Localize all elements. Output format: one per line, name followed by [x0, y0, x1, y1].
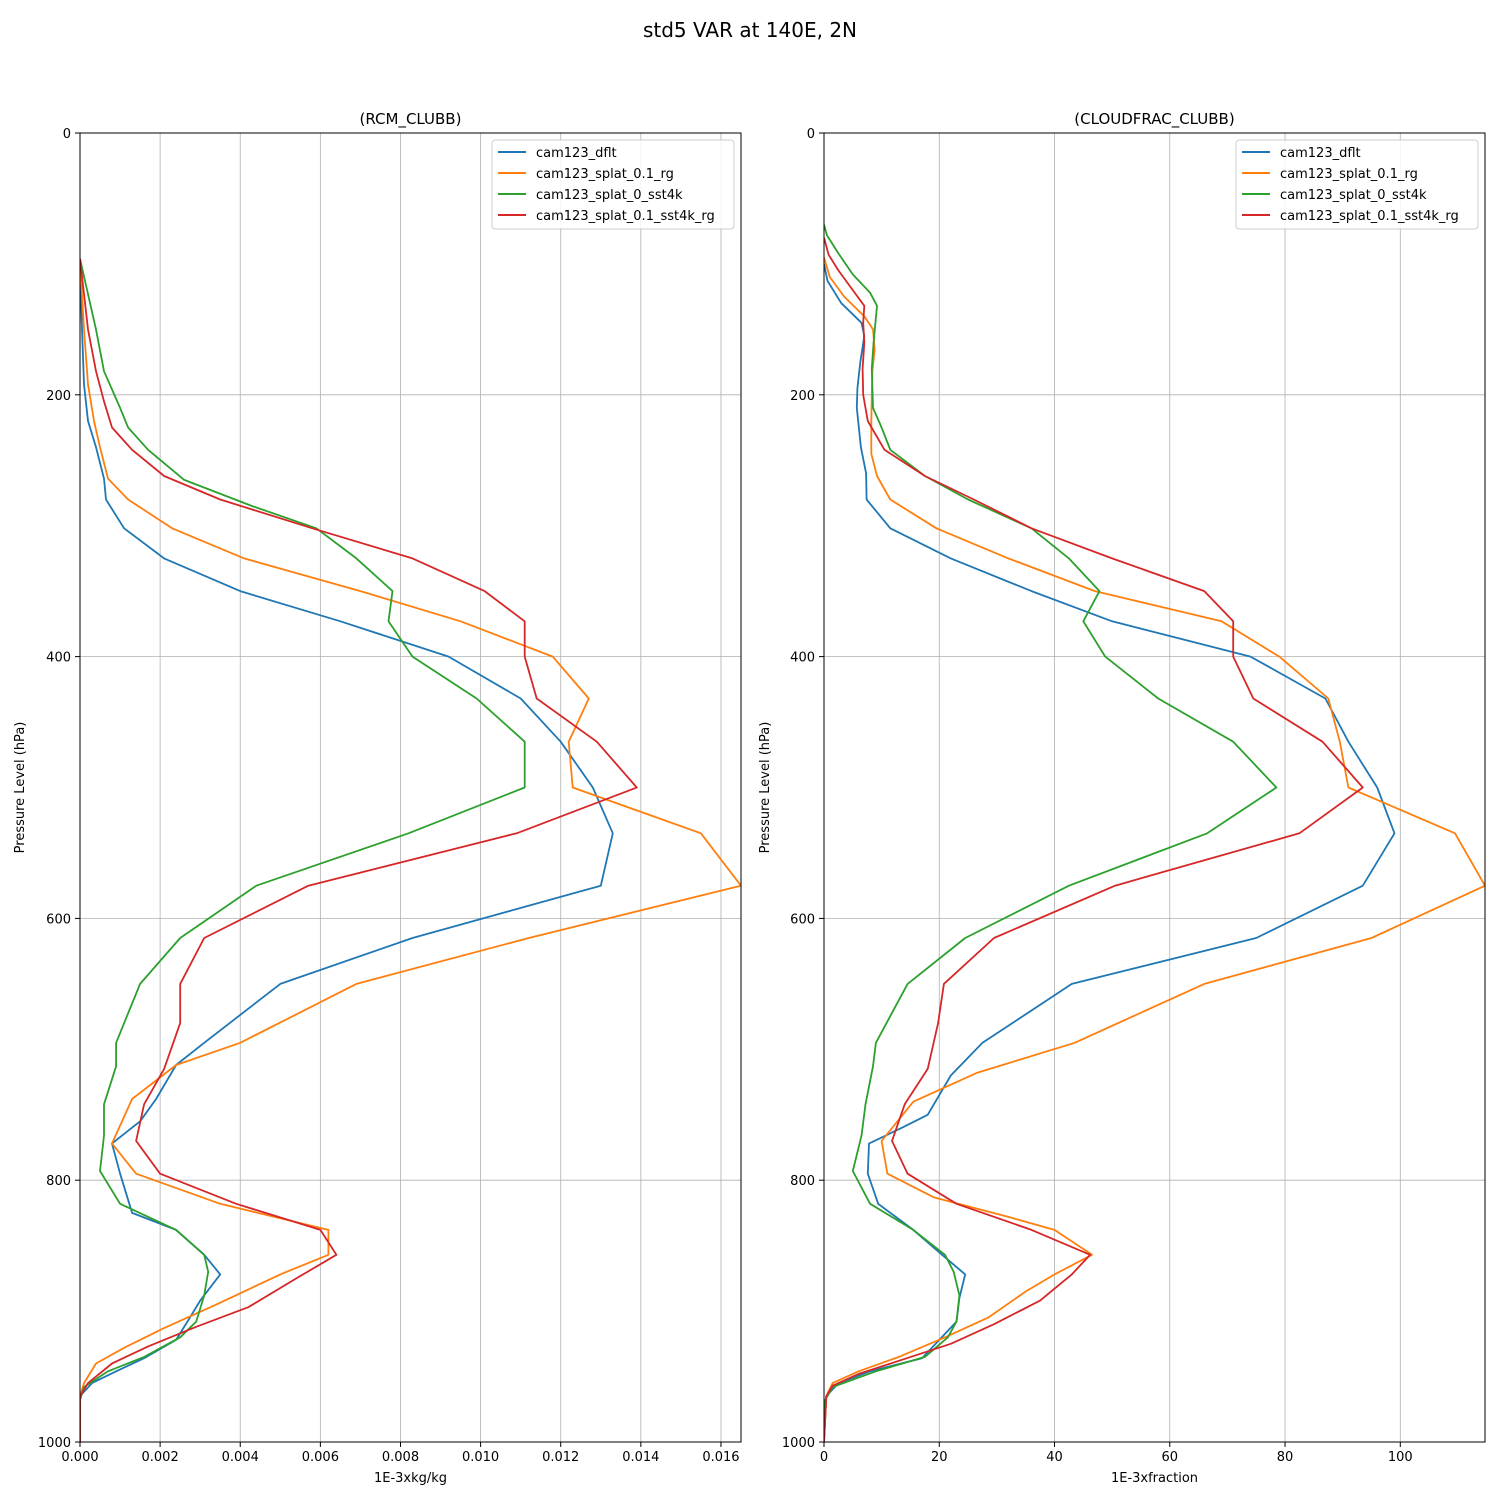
series-line-cam123_splat_0_sst4k: [80, 258, 526, 1442]
legend-label: cam123_splat_0.1_sst4k_rg: [1280, 209, 1459, 224]
x-tick-label: 0.010: [462, 1450, 499, 1465]
x-tick-label: 0.014: [622, 1450, 659, 1465]
series-line-cam123_splat_0_sst4k: [824, 224, 1278, 1442]
y-tick-label: 200: [790, 389, 815, 404]
x-axis-label: 1E-3xfraction: [1111, 1471, 1198, 1486]
x-tick-label: 60: [1161, 1450, 1178, 1465]
y-tick-label: 400: [46, 651, 71, 666]
legend-label: cam123_dflt: [536, 146, 617, 161]
x-tick-label: 0.000: [61, 1450, 98, 1465]
x-tick-label: 80: [1277, 1450, 1294, 1465]
x-tick-label: 0.006: [302, 1450, 339, 1465]
axes-frame: [79, 132, 742, 1443]
series-group: [824, 224, 1485, 1442]
chart-panel-2: 0 20 40 60 80 10002004006008001000(CLOUDFRAC_…: [758, 110, 1486, 1486]
y-tick-label: 1000: [38, 1436, 71, 1451]
chart-panel-1: 0.000 0.002 0.004 0.006 0.008 0.010 0.012 0.014…: [13, 110, 742, 1486]
legend-label: cam123_splat_0.1_rg: [536, 167, 674, 182]
x-tick-label: 0.012: [542, 1450, 579, 1465]
legend-label: cam123_dflt: [1280, 146, 1361, 161]
y-tick-label: 800: [46, 1174, 71, 1189]
legend: cam123_dflt cam123_splat_0.1_rg cam123_spl…: [491, 139, 735, 230]
y-axis-label: Pressure Level (hPa): [13, 722, 28, 854]
y-tick-label: 600: [46, 912, 71, 927]
y-tick-label: 800: [790, 1174, 815, 1189]
legend-label: cam123_splat_0.1_sst4k_rg: [536, 209, 715, 224]
x-tick-label: 100: [1388, 1450, 1413, 1465]
x-axis-label: 1E-3xkg/kg: [374, 1471, 447, 1486]
x-tick-label: 0.008: [382, 1450, 419, 1465]
axes-frame: [823, 132, 1486, 1443]
panels: 0.000 0.002 0.004 0.006 0.008 0.010 0.012 0.014…: [13, 110, 1486, 1486]
legend-label: cam123_splat_0.1_rg: [1280, 167, 1418, 182]
x-tick-label: 20: [931, 1450, 948, 1465]
series-line-cam123_splat_0.1_sst4k_rg: [824, 237, 1364, 1442]
x-tick-label: 0.004: [222, 1450, 259, 1465]
x-tick-label: 0: [820, 1450, 828, 1465]
x-tick-label: 40: [1046, 1450, 1063, 1465]
series-line-cam123_splat_0.1_sst4k_rg: [80, 258, 638, 1442]
chart-title: (CLOUDFRAC_CLUBB): [1074, 110, 1234, 129]
x-tick-label: 0.002: [142, 1450, 179, 1465]
y-tick-label: 400: [790, 651, 815, 666]
legend-box: [1235, 139, 1479, 230]
series-line-cam123_dflt: [80, 258, 614, 1442]
figure-title: std5 VAR at 140E, 2N: [643, 18, 857, 42]
y-tick-label: 1000: [782, 1436, 815, 1451]
legend-label: cam123_splat_0_sst4k: [536, 188, 683, 203]
y-tick-label: 0: [63, 127, 71, 142]
y-tick-label: 200: [46, 389, 71, 404]
series-group: [80, 258, 741, 1442]
y-axis-label: Pressure Level (hPa): [758, 722, 773, 854]
chart-title: (RCM_CLUBB): [360, 110, 462, 129]
y-tick-label: 600: [790, 912, 815, 927]
y-tick-label: 0: [807, 127, 815, 142]
legend: cam123_dflt cam123_splat_0.1_rg cam123_spl…: [1235, 139, 1479, 230]
x-tick-label: 0.016: [702, 1450, 739, 1465]
legend-label: cam123_splat_0_sst4k: [1280, 188, 1427, 203]
legend-box: [491, 139, 735, 230]
